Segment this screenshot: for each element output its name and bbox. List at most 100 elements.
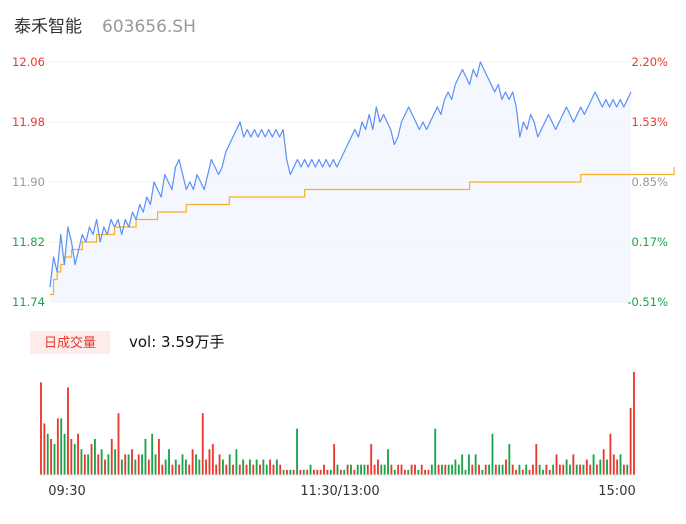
volume-bar [60, 418, 63, 475]
volume-bar [292, 469, 295, 475]
percent-tick-label: 1.53% [631, 115, 668, 129]
volume-bar [633, 372, 635, 475]
volume-bar [80, 449, 83, 475]
volume-bar [151, 433, 154, 475]
volume-bar [110, 438, 113, 475]
volume-bar [286, 469, 288, 475]
volume-bar [319, 469, 322, 475]
volume-bar [198, 459, 201, 475]
volume-bar [441, 464, 443, 475]
volume-bar [562, 464, 565, 475]
volume-bar [366, 464, 369, 475]
volume-bar [329, 469, 332, 475]
volume-bar [414, 464, 416, 475]
volume-bar [191, 449, 194, 475]
volume-bar [585, 459, 588, 475]
volume-bar [127, 454, 130, 475]
volume-bar [505, 459, 507, 475]
volume-bar [397, 464, 400, 475]
volume-bar [390, 464, 393, 475]
percent-tick-label: -0.51% [627, 295, 668, 309]
volume-bar [282, 469, 285, 475]
volume-bar [498, 464, 501, 475]
volume-bar [73, 444, 76, 475]
volume-bar [481, 469, 484, 475]
volume-bar [451, 464, 453, 475]
volume-bar [181, 454, 184, 475]
volume-bar [117, 413, 120, 475]
volume-bar [353, 469, 356, 475]
volume-bar [107, 454, 110, 475]
volume-bar [323, 464, 325, 475]
volume-bar [306, 469, 309, 475]
time-axis: 09:30 11:30/13:00 15:00 [48, 484, 635, 499]
time-label: 15:00 [598, 484, 635, 499]
volume-bar [67, 387, 69, 475]
volume-bar [100, 449, 103, 475]
volume-bar [545, 464, 548, 475]
volume-bar [575, 464, 578, 475]
volume-bar [602, 449, 605, 475]
volume-bar [242, 459, 245, 475]
volume-badge-label: 日成交量 [44, 335, 96, 351]
volume-bar [444, 464, 447, 475]
volume-bar [579, 464, 582, 475]
volume-bar [501, 464, 504, 475]
volume-bar [403, 469, 406, 475]
volume-bar [184, 459, 187, 475]
volume-bar [218, 454, 221, 475]
volume-bar [565, 459, 568, 475]
volume-bar [289, 469, 292, 475]
volume-bar [461, 454, 464, 475]
volume-bar [467, 454, 470, 475]
volume-bar [383, 464, 386, 475]
volume-bar [120, 459, 123, 475]
volume-bar [50, 438, 53, 475]
volume-bar [370, 444, 373, 475]
price-tick-label: 11.74 [12, 295, 45, 309]
volume-bar [572, 454, 575, 475]
volume-bar [555, 454, 558, 475]
volume-bar [299, 469, 302, 475]
volume-bar [471, 464, 474, 475]
volume-bar [437, 464, 440, 475]
price-tick-label: 11.90 [12, 175, 45, 189]
volume-bar [56, 418, 59, 475]
volume-bar [141, 454, 143, 475]
volume-bar [363, 464, 366, 475]
volume-bar [542, 469, 544, 475]
volume-bar [309, 464, 312, 475]
volume-bar [154, 454, 157, 475]
volume-bar [525, 464, 528, 475]
volume-bar [137, 454, 140, 475]
percent-tick-label: 2.20% [631, 55, 668, 69]
volume-bar [336, 464, 339, 475]
volume-bar [612, 454, 615, 475]
volume-bar [360, 464, 363, 475]
volume-bar [272, 464, 275, 475]
time-label: 11:30/13:00 [300, 484, 379, 499]
volume-bar [195, 454, 197, 475]
volume-bar [609, 433, 612, 475]
volume-bar [245, 464, 248, 475]
stock-name: 泰禾智能 [14, 17, 82, 37]
volume-bar [515, 469, 517, 475]
volume-bar [164, 459, 167, 475]
price-tick-label: 11.82 [12, 235, 45, 249]
volume-bar [606, 459, 608, 475]
volume-bar [97, 454, 100, 475]
volume-bar [548, 469, 551, 475]
volume-bar [387, 449, 389, 475]
volume-bar [161, 464, 164, 475]
volume-bar [178, 464, 181, 475]
volume-bar [90, 444, 93, 475]
volume-bar [201, 413, 204, 475]
volume-bar [558, 464, 561, 475]
volume-bar [144, 438, 147, 475]
volume-bar [40, 382, 42, 475]
volume-bar [377, 459, 379, 475]
volume-bar [616, 459, 619, 475]
volume-bar [326, 469, 329, 475]
avg-price-line [50, 167, 675, 296]
